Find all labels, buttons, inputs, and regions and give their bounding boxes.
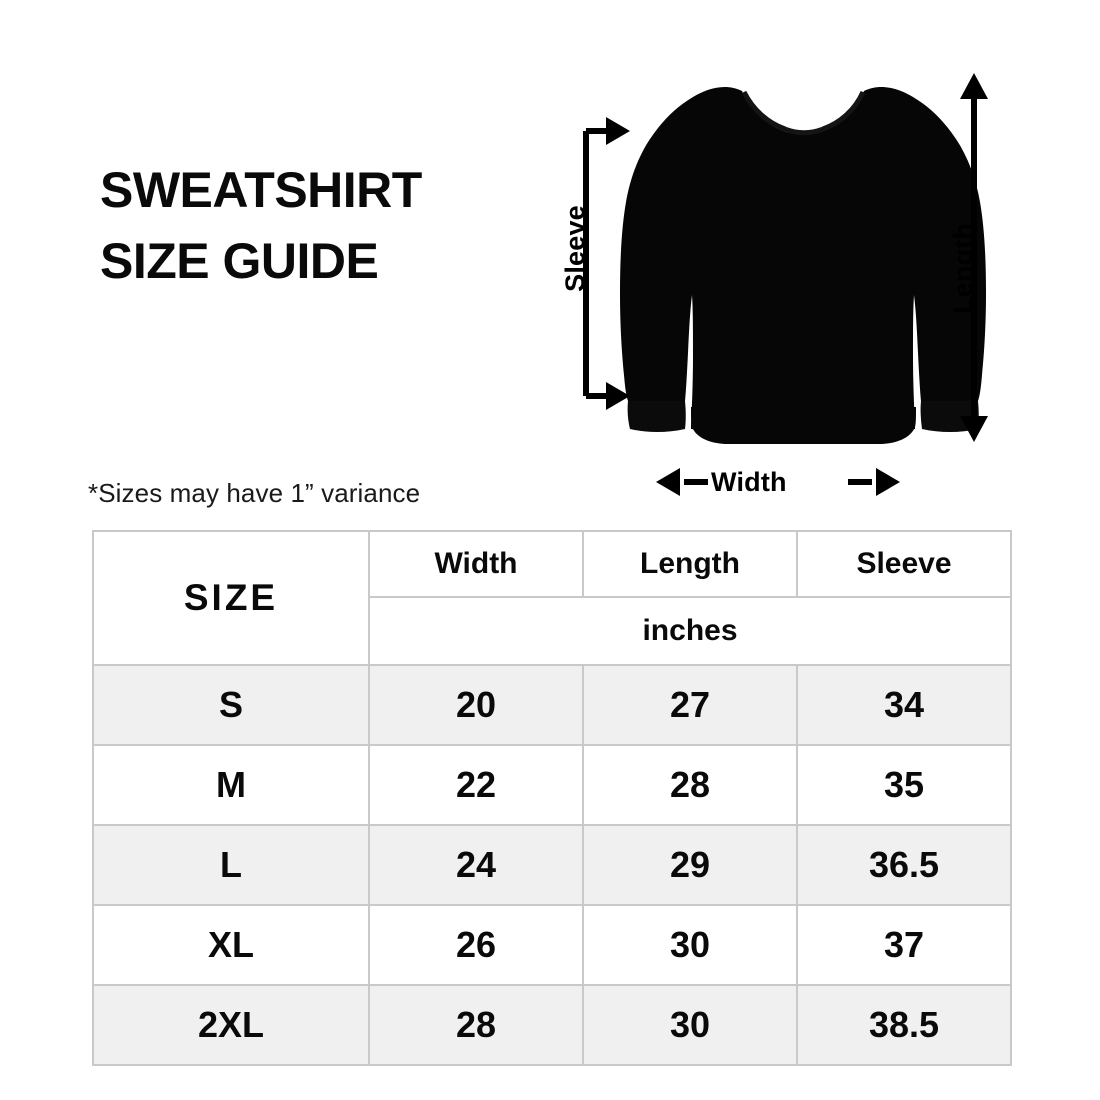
sweatshirt-icon — [620, 86, 986, 444]
table-row: M 22 28 35 — [92, 744, 1012, 826]
page-title-line-1: SWEATSHIRT — [100, 162, 422, 218]
width-arrow-head-left — [656, 468, 680, 496]
header-cell-sleeve: Sleeve — [796, 530, 1012, 598]
sleeve-arrow-head-bottom — [606, 382, 630, 410]
cell-sleeve: 36.5 — [796, 824, 1012, 906]
cell-width: 28 — [368, 984, 584, 1066]
width-dimension-label: Width — [711, 467, 787, 497]
header-cell-size: SIZE — [92, 530, 370, 666]
garment-illustration: Sleeve Length Width — [550, 55, 1060, 515]
cell-size: L — [92, 824, 370, 906]
length-arrow-head-top — [960, 73, 988, 99]
cell-size: XL — [92, 904, 370, 986]
page-title: SWEATSHIRT SIZE GUIDE — [100, 155, 620, 297]
sweatshirt-diagram-svg — [583, 73, 988, 496]
header-cell-units: inches — [368, 596, 1012, 666]
cell-length: 28 — [582, 744, 798, 826]
sleeve-arrow-head-top — [606, 117, 630, 145]
length-arrow-head-bottom — [960, 416, 988, 442]
cell-width: 20 — [368, 664, 584, 746]
table-row: S 20 27 34 — [92, 664, 1012, 746]
width-arrow — [656, 468, 900, 496]
cell-length: 30 — [582, 904, 798, 986]
cell-sleeve: 38.5 — [796, 984, 1012, 1066]
cell-length: 29 — [582, 824, 798, 906]
cell-width: 22 — [368, 744, 584, 826]
cell-size: M — [92, 744, 370, 826]
header-cell-length: Length — [582, 530, 798, 598]
size-chart-table: SIZE Width Length Sleeve inches S 20 27 … — [92, 530, 1012, 1066]
table-header-row-1: SIZE Width Length Sleeve — [92, 530, 1012, 666]
width-arrow-head-right — [876, 468, 900, 496]
cell-sleeve: 37 — [796, 904, 1012, 986]
table-row: XL 26 30 37 — [92, 904, 1012, 986]
cell-size: 2XL — [92, 984, 370, 1066]
cell-sleeve: 34 — [796, 664, 1012, 746]
length-arrow — [960, 73, 988, 442]
page-title-line-2: SIZE GUIDE — [100, 233, 379, 289]
table-header-row-2: inches — [93, 596, 1012, 666]
cell-size: S — [92, 664, 370, 746]
length-dimension-label: Length — [948, 222, 979, 315]
table-row: 2XL 28 30 38.5 — [92, 984, 1012, 1066]
header-cell-width: Width — [368, 530, 584, 598]
sleeve-dimension-label: Sleeve — [559, 205, 590, 292]
cell-length: 27 — [582, 664, 798, 746]
variance-note: *Sizes may have 1” variance — [88, 478, 421, 508]
cell-sleeve: 35 — [796, 744, 1012, 826]
cell-length: 30 — [582, 984, 798, 1066]
cell-width: 24 — [368, 824, 584, 906]
cell-width: 26 — [368, 904, 584, 986]
table-row: L 24 29 36.5 — [92, 824, 1012, 906]
sleeve-arrow — [583, 117, 630, 410]
